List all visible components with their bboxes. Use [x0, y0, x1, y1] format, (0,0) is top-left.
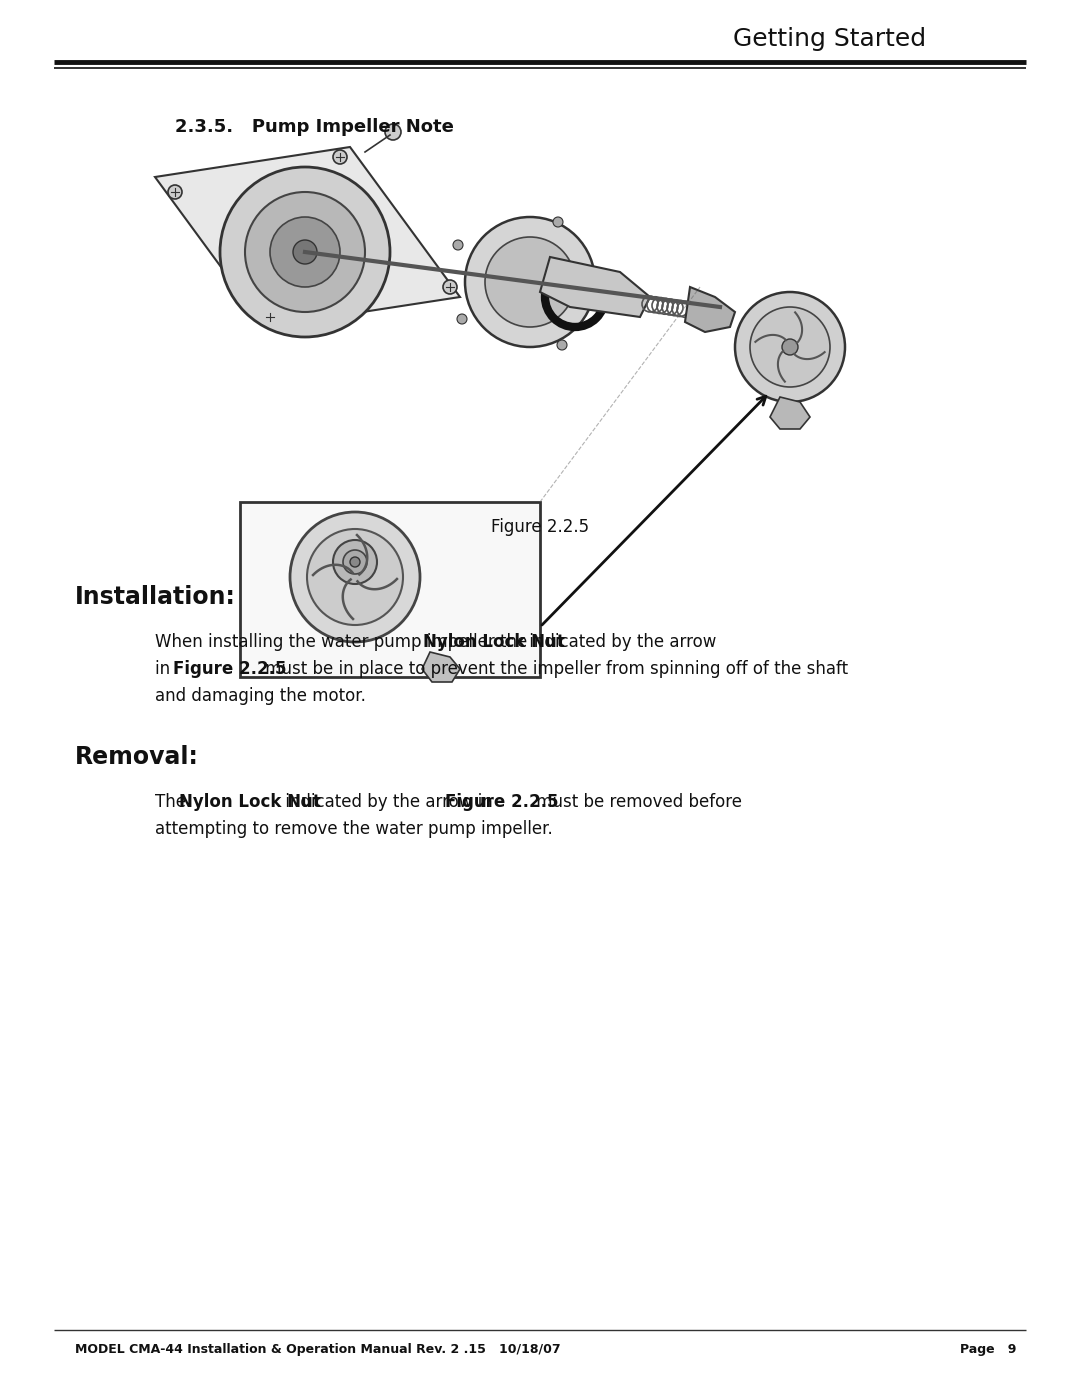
Text: must be removed before: must be removed before — [531, 793, 742, 812]
Circle shape — [291, 511, 420, 643]
Text: Figure 2.2.5: Figure 2.2.5 — [173, 659, 287, 678]
Circle shape — [264, 310, 276, 324]
Circle shape — [485, 237, 575, 327]
Polygon shape — [770, 397, 810, 429]
Text: MODEL CMA-44 Installation & Operation Manual Rev. 2 .15   10/18/07: MODEL CMA-44 Installation & Operation Ma… — [75, 1343, 561, 1355]
Polygon shape — [540, 257, 650, 317]
Circle shape — [750, 307, 831, 387]
Circle shape — [782, 339, 798, 355]
Circle shape — [457, 314, 467, 324]
Text: Figure 2.2.5: Figure 2.2.5 — [445, 793, 558, 812]
Circle shape — [307, 529, 403, 624]
Text: Figure 2.2.5: Figure 2.2.5 — [491, 518, 589, 536]
Text: 2.3.5.   Pump Impeller Note: 2.3.5. Pump Impeller Note — [175, 117, 454, 136]
Text: Removal:: Removal: — [75, 745, 199, 768]
Circle shape — [333, 541, 377, 584]
Polygon shape — [422, 652, 460, 682]
Text: Page   9: Page 9 — [960, 1343, 1016, 1355]
Circle shape — [557, 339, 567, 351]
Circle shape — [553, 217, 563, 226]
Text: Nylon Lock Nut: Nylon Lock Nut — [179, 793, 321, 812]
Text: Nylon Lock Nut: Nylon Lock Nut — [423, 633, 565, 651]
Circle shape — [443, 279, 457, 293]
Text: attempting to remove the water pump impeller.: attempting to remove the water pump impe… — [156, 820, 553, 838]
Text: Installation:: Installation: — [75, 585, 235, 609]
Circle shape — [465, 217, 595, 346]
Text: and damaging the motor.: and damaging the motor. — [156, 687, 366, 705]
Text: indicated by the arrow: indicated by the arrow — [524, 633, 716, 651]
Circle shape — [333, 149, 347, 163]
Circle shape — [350, 557, 360, 567]
Circle shape — [245, 191, 365, 312]
Text: Getting Started: Getting Started — [733, 27, 927, 52]
Bar — [240, 502, 540, 678]
Circle shape — [343, 550, 367, 574]
Circle shape — [384, 124, 401, 140]
Circle shape — [168, 184, 183, 198]
Circle shape — [220, 168, 390, 337]
Circle shape — [453, 240, 463, 250]
Circle shape — [293, 240, 318, 264]
Text: in: in — [156, 659, 175, 678]
Text: When installing the water pump impeller the: When installing the water pump impeller … — [156, 633, 532, 651]
Polygon shape — [156, 147, 460, 327]
Polygon shape — [685, 286, 735, 332]
Circle shape — [270, 217, 340, 286]
Text: indicated by the arrow in: indicated by the arrow in — [280, 793, 498, 812]
Circle shape — [735, 292, 845, 402]
Text: must be in place to prevent the impeller from spinning off of the shaft: must be in place to prevent the impeller… — [259, 659, 848, 678]
Text: The: The — [156, 793, 191, 812]
